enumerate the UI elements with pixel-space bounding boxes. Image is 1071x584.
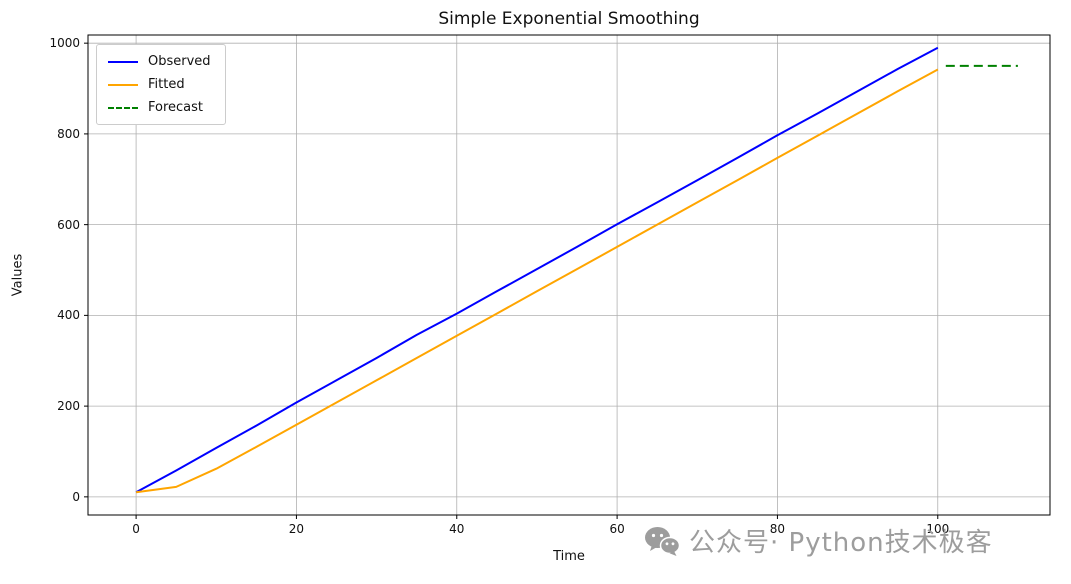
series-line-fitted <box>135 68 939 494</box>
legend-item-forecast: Forecast <box>108 100 211 115</box>
y-tick-label: 800 <box>57 126 80 141</box>
watermark: 公众号· Python技术极客 <box>644 522 993 559</box>
y-tick-label: 400 <box>57 308 80 323</box>
x-tick-label: 0 <box>132 522 140 536</box>
x-tick-label: 40 <box>449 522 465 536</box>
chart-title: Simple Exponential Smoothing <box>438 9 700 29</box>
x-tick-label: 80 <box>769 522 786 536</box>
series-line-observed <box>135 46 939 494</box>
legend-line-sample <box>108 60 138 63</box>
legend-label: Fitted <box>148 77 185 92</box>
x-tick-label: 20 <box>288 522 305 536</box>
legend-line-sample <box>108 83 138 86</box>
x-axis-label: Time <box>553 549 585 564</box>
wechat-icon <box>645 526 680 556</box>
legend-label: Observed <box>148 54 211 69</box>
y-tick-label: 0 <box>72 489 80 504</box>
legend-line-sample <box>108 106 138 109</box>
legend-item-observed: Observed <box>108 54 211 69</box>
legend: Observed Fitted Forecast <box>96 44 226 125</box>
x-tick-label: 100 <box>926 522 950 536</box>
y-tick-label: 1000 <box>49 36 80 51</box>
y-tick-label: 200 <box>57 399 80 414</box>
plot-border <box>87 34 1051 516</box>
legend-label: Forecast <box>148 100 204 115</box>
legend-item-fitted: Fitted <box>108 77 211 92</box>
watermark-text: 公众号· Python技术极客 <box>689 528 993 558</box>
x-tick-label: 60 <box>609 522 625 536</box>
y-tick-label: 600 <box>57 217 80 232</box>
